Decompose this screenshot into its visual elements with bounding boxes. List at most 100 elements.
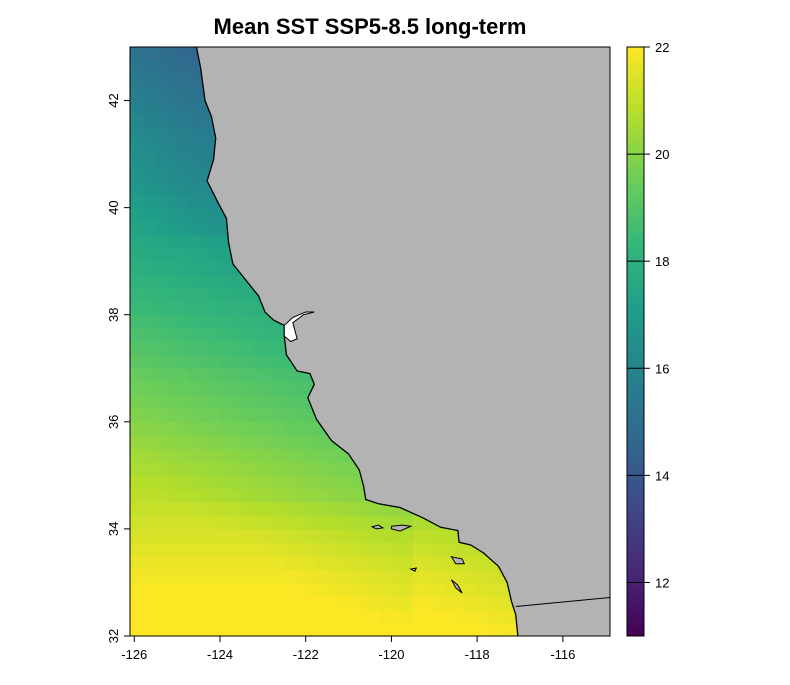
sst-cell bbox=[423, 622, 435, 636]
sst-cell bbox=[295, 368, 307, 383]
sst-cell bbox=[466, 622, 478, 636]
sst-cell bbox=[230, 448, 243, 463]
sst-cell bbox=[284, 569, 296, 584]
sst-cell bbox=[220, 555, 232, 570]
sst-cell bbox=[187, 287, 200, 302]
x-tick-label: -118 bbox=[465, 647, 490, 662]
sst-cell bbox=[220, 475, 232, 490]
sst-cell bbox=[177, 528, 189, 543]
sst-cell bbox=[241, 488, 253, 503]
sst-cell bbox=[477, 622, 489, 636]
sst-cell bbox=[359, 582, 371, 597]
colorbar-legend: 12 14 16 18 20 22 bbox=[626, 40, 669, 637]
sst-cell bbox=[359, 528, 371, 543]
sst-cell bbox=[359, 502, 371, 517]
sst-cell bbox=[412, 622, 425, 636]
sst-cell bbox=[145, 167, 157, 182]
sst-cell bbox=[305, 582, 318, 597]
sst-cell bbox=[220, 622, 232, 636]
sst-cell bbox=[230, 435, 243, 450]
sst-cell bbox=[209, 261, 221, 276]
sst-cell bbox=[155, 582, 168, 597]
sst-cell bbox=[187, 328, 200, 343]
sst-cell bbox=[198, 475, 210, 490]
sst-cell bbox=[187, 381, 200, 396]
sst-cell bbox=[187, 113, 200, 128]
sst-cell bbox=[370, 528, 382, 543]
sst-cell bbox=[241, 502, 253, 517]
sst-cell bbox=[155, 274, 168, 289]
sst-cell bbox=[187, 194, 200, 209]
sst-cell bbox=[209, 448, 221, 463]
sst-cell bbox=[166, 221, 178, 236]
sst-cell bbox=[337, 609, 350, 624]
sst-cell bbox=[187, 542, 200, 557]
sst-cell bbox=[284, 354, 296, 369]
sst-cell bbox=[130, 381, 135, 396]
sst-cell bbox=[130, 100, 135, 115]
sst-cell bbox=[166, 582, 178, 597]
sst-cell bbox=[241, 569, 253, 584]
sst-cell bbox=[412, 582, 425, 597]
sst-cell bbox=[455, 569, 468, 584]
sst-cell bbox=[380, 555, 393, 570]
sst-cell bbox=[230, 622, 243, 636]
sst-cell bbox=[466, 569, 478, 584]
sst-cell bbox=[187, 87, 200, 102]
sst-cell bbox=[262, 475, 275, 490]
sst-cell bbox=[391, 582, 403, 597]
sst-cell bbox=[477, 582, 489, 597]
sst-cell bbox=[273, 408, 285, 423]
sst-cell bbox=[359, 622, 371, 636]
sst-cell bbox=[166, 515, 178, 530]
sst-cell bbox=[455, 542, 468, 557]
sst-cell bbox=[130, 609, 135, 624]
sst-cell bbox=[220, 542, 232, 557]
sst-cell bbox=[262, 448, 275, 463]
sst-cell bbox=[198, 542, 210, 557]
sst-cell bbox=[177, 475, 189, 490]
sst-cell bbox=[220, 287, 232, 302]
sst-cell bbox=[348, 569, 360, 584]
sst-cell bbox=[348, 609, 360, 624]
sst-cell bbox=[187, 408, 200, 423]
sst-cell bbox=[273, 475, 285, 490]
sst-cell bbox=[220, 328, 232, 343]
sst-cell bbox=[166, 595, 178, 610]
sst-cell bbox=[209, 221, 221, 236]
sst-cell bbox=[262, 622, 275, 636]
sst-cell bbox=[262, 609, 275, 624]
sst-cell bbox=[198, 247, 210, 262]
sst-cell bbox=[262, 542, 275, 557]
sst-cell bbox=[273, 328, 285, 343]
x-tick-label: -122 bbox=[293, 647, 319, 662]
sst-cell bbox=[198, 448, 210, 463]
sst-cell bbox=[134, 502, 146, 517]
sst-cell bbox=[220, 502, 232, 517]
sst-cell bbox=[391, 622, 403, 636]
sst-cell bbox=[198, 301, 210, 316]
sst-cell bbox=[198, 194, 210, 209]
sst-cell bbox=[145, 421, 157, 436]
sst-cell bbox=[166, 301, 178, 316]
land-mask bbox=[195, 47, 610, 636]
sst-cell bbox=[198, 609, 210, 624]
sst-cell bbox=[166, 100, 178, 115]
island bbox=[370, 524, 385, 530]
sst-cell bbox=[284, 381, 296, 396]
sst-cell bbox=[359, 595, 371, 610]
sst-cell bbox=[166, 569, 178, 584]
sst-cell bbox=[209, 435, 221, 450]
sst-cell bbox=[252, 368, 264, 383]
sst-cell bbox=[155, 461, 168, 476]
sst-cell bbox=[262, 341, 275, 356]
sst-cell bbox=[380, 582, 393, 597]
sst-cell bbox=[198, 555, 210, 570]
sst-cell bbox=[198, 113, 210, 128]
sst-cell bbox=[273, 395, 285, 410]
sst-cell bbox=[177, 207, 189, 222]
sst-cell bbox=[273, 421, 285, 436]
sst-cell bbox=[445, 609, 457, 624]
sst-cell bbox=[134, 73, 146, 88]
sst-cell bbox=[337, 448, 350, 463]
